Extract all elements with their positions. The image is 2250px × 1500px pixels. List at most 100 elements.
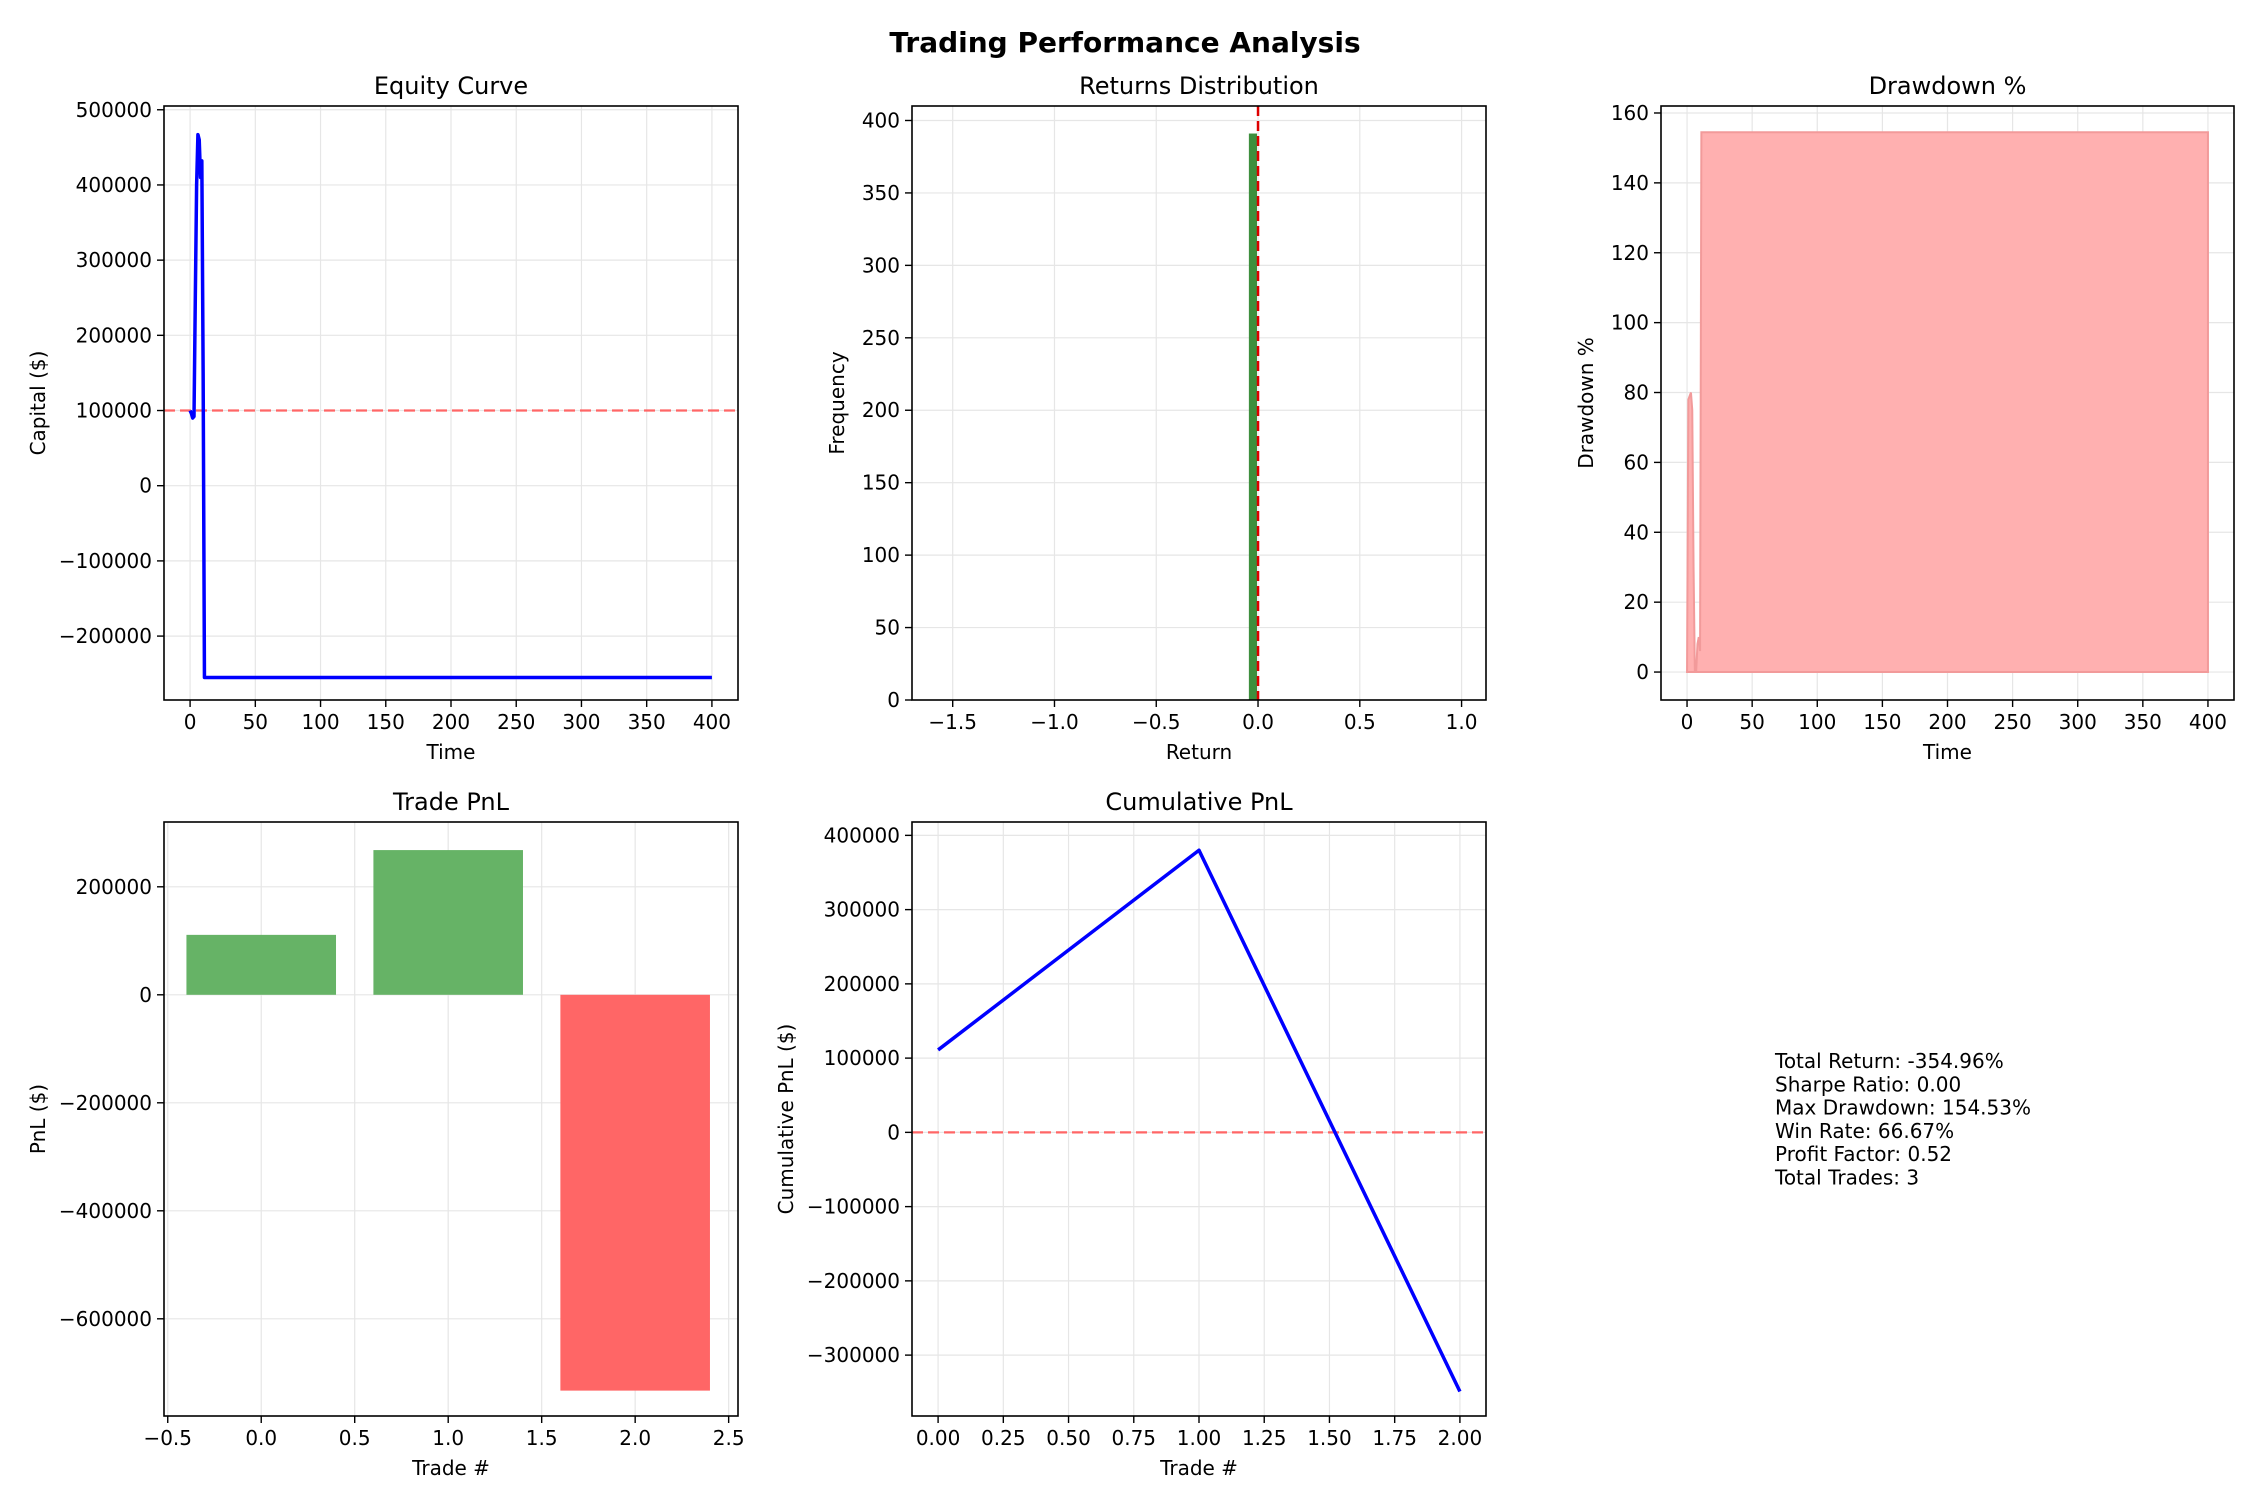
equity-ytick-label: 500000 — [76, 98, 152, 122]
returns-ytick-label: 100 — [862, 543, 900, 567]
cumulative_pnl-xtick-label: 0.25 — [981, 1426, 1026, 1450]
cumulative_pnl-ytick-label: −300000 — [807, 1343, 900, 1367]
drawdown-ytick-label: 140 — [1611, 171, 1649, 195]
equity-ytick-label: 100000 — [76, 399, 152, 423]
drawdown-ytick-label: 20 — [1624, 590, 1649, 614]
cumulative_pnl-chart: 0.00 0.25 0.50 0.75 1.00 1.25 1.50 1.75 2.00 −300… — [774, 788, 1487, 1480]
drawdown-xtick-label: 100 — [1798, 710, 1836, 734]
returns-xtick-label: −0.5 — [1132, 710, 1181, 734]
cumulative_pnl-ytick-label: 200000 — [824, 972, 900, 996]
returns-xtick-label: −1.0 — [1030, 710, 1079, 734]
returns-ylabel: Frequency — [825, 351, 849, 454]
equity-xtick-label: 300 — [562, 710, 600, 734]
equity-xtick-label: 50 — [243, 710, 268, 734]
equity-xtick-label: 250 — [497, 710, 535, 734]
equity-ytick-label: 300000 — [76, 248, 152, 272]
cumulative_pnl-xtick-label: 1.00 — [1177, 1426, 1222, 1450]
drawdown-ylabel: Drawdown % — [1574, 337, 1598, 469]
cumulative_pnl-ytick-label: 100000 — [824, 1046, 900, 1070]
equity-xtick-label: 0 — [184, 710, 197, 734]
figure-title: Trading Performance Analysis — [889, 26, 1360, 59]
drawdown-ytick-label: 80 — [1624, 381, 1649, 405]
equity-ytick-label: −100000 — [59, 549, 152, 573]
drawdown-ytick-label: 100 — [1611, 311, 1649, 335]
equity-xtick-label: 150 — [367, 710, 405, 734]
drawdown-ytick-label: 120 — [1611, 241, 1649, 265]
returns-chart: −1.5 −1.0 −0.5 0.0 0.5 1.0 0 50 100 150 200 250 300 3… — [825, 72, 1487, 764]
stats-line: Sharpe Ratio: 0.00 — [1775, 1072, 1961, 1096]
cumulative_pnl-xtick-label: 0.50 — [1046, 1426, 1091, 1450]
equity-title: Equity Curve — [374, 72, 528, 100]
drawdown-ytick-label: 160 — [1611, 101, 1649, 125]
drawdown-ytick-label: 0 — [1636, 660, 1649, 684]
equity-xtick-label: 400 — [693, 710, 731, 734]
returns-ytick-label: 150 — [862, 471, 900, 495]
trade_pnl-xtick-label: 1.5 — [526, 1426, 558, 1450]
trade_pnl-ytick-label: −600000 — [59, 1307, 152, 1331]
drawdown-xtick-label: 250 — [1994, 710, 2032, 734]
trade_pnl-ylabel: PnL ($) — [26, 1084, 50, 1154]
stats-line: Profit Factor: 0.52 — [1775, 1142, 1952, 1166]
drawdown-area — [1686, 131, 2209, 674]
returns-xtick-label: 0.5 — [1344, 710, 1376, 734]
equity-line — [188, 132, 712, 680]
drawdown-plot — [1686, 131, 2209, 674]
cumulative_pnl-xtick-label: 1.50 — [1307, 1426, 1352, 1450]
trade_pnl-xtick-label: 0.0 — [245, 1426, 277, 1450]
cumulative_pnl-xtick-label: 1.25 — [1242, 1426, 1287, 1450]
equity-ytick-label: 200000 — [76, 323, 152, 347]
trade_pnl-chart: −0.5 0.0 0.5 1.0 1.5 2.0 2.5 −600000 −400000 −200… — [26, 788, 744, 1480]
drawdown-ytick-label: 60 — [1624, 450, 1649, 474]
trade_pnl-ytick-label: −200000 — [59, 1091, 152, 1115]
stats-line: Total Return: -354.96% — [1774, 1049, 2004, 1073]
trade_pnl-xlabel: Trade # — [411, 1456, 490, 1480]
stats-line: Total Trades: 3 — [1774, 1166, 1919, 1190]
trade_pnl-ytick-label: 200000 — [76, 875, 152, 899]
drawdown-xlabel: Time — [1922, 740, 1972, 764]
cumulative_pnl-ytick-label: 0 — [887, 1120, 900, 1144]
equity-plot — [164, 132, 738, 680]
trade_pnl-ytick-label: −400000 — [59, 1199, 152, 1223]
returns-xtick-label: −1.5 — [928, 710, 977, 734]
cumulative_pnl-ytick-label: −100000 — [807, 1195, 900, 1219]
equity-ytick-label: −200000 — [59, 624, 152, 648]
trade-bar-win — [373, 850, 523, 995]
cumulative_pnl-xtick-label: 1.75 — [1372, 1426, 1417, 1450]
returns-ytick-label: 400 — [862, 108, 900, 132]
trade_pnl-xtick-label: 2.0 — [619, 1426, 651, 1450]
equity-xtick-label: 350 — [628, 710, 666, 734]
returns-ytick-label: 300 — [862, 253, 900, 277]
drawdown-xtick-label: 150 — [1863, 710, 1901, 734]
trade_pnl-ytick-label: 0 — [139, 983, 152, 1007]
drawdown-xtick-label: 350 — [2124, 710, 2162, 734]
returns-ytick-label: 200 — [862, 398, 900, 422]
returns-xtick-label: 1.0 — [1446, 710, 1478, 734]
trade-bar-win — [186, 934, 337, 995]
equity-ytick-label: 0 — [139, 474, 152, 498]
cumulative_pnl-xtick-label: 0.75 — [1112, 1426, 1157, 1450]
cumulative_pnl-ylabel: Cumulative PnL ($) — [774, 1024, 798, 1215]
returns-ytick-label: 350 — [862, 181, 900, 205]
drawdown-xtick-label: 0 — [1681, 710, 1694, 734]
drawdown-xtick-label: 200 — [1928, 710, 1966, 734]
cumulative_pnl-plot — [912, 848, 1486, 1393]
returns-ytick-label: 50 — [875, 616, 900, 640]
drawdown-xtick-label: 50 — [1739, 710, 1764, 734]
cumulative_pnl-xtick-label: 0.00 — [916, 1426, 961, 1450]
returns-bin — [1248, 133, 1258, 700]
cumulative_pnl-ytick-label: 300000 — [824, 898, 900, 922]
cumulative-line — [937, 848, 1462, 1393]
trade-bar-loss — [560, 994, 710, 1391]
cumulative_pnl-ytick-label: −200000 — [807, 1269, 900, 1293]
stats-panel: Total Return: -354.96%Sharpe Ratio: 0.00… — [1774, 1049, 2031, 1190]
trade_pnl-xtick-label: 2.5 — [713, 1426, 745, 1450]
drawdown-chart: 0 50 100 150 200 250 300 350 400 0 20 40 60 80 100 120 1… — [1574, 72, 2235, 764]
equity-xtick-label: 100 — [301, 710, 339, 734]
drawdown-xtick-label: 300 — [2059, 710, 2097, 734]
returns-ytick-label: 0 — [887, 688, 900, 712]
trade_pnl-title: Trade PnL — [392, 788, 510, 816]
trade_pnl-xtick-label: 1.0 — [432, 1426, 464, 1450]
drawdown-xtick-label: 400 — [2189, 710, 2227, 734]
trade_pnl-plot — [186, 850, 710, 1391]
